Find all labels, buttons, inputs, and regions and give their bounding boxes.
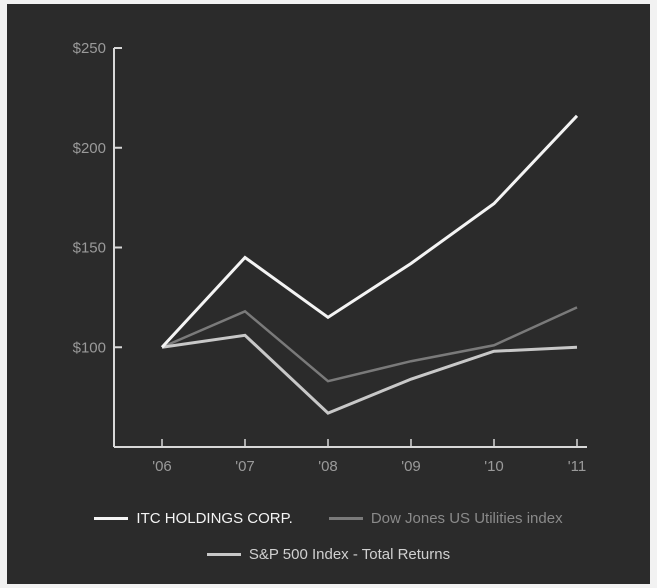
x-tick-label: '07 [235,458,255,474]
y-tick-group: $100 $150 $200 $250 [73,40,122,356]
y-tick-label: $200 [73,140,106,157]
y-tick-label: $150 [73,240,106,257]
legend-row-2: S&P 500 Index - Total Returns [7,546,650,563]
x-tick-label: '06 [152,458,172,474]
x-tick-label: '11 [568,458,586,474]
legend-label-itc: ITC HOLDINGS CORP. [136,510,293,527]
legend-item-itc: ITC HOLDINGS CORP. [94,510,293,527]
legend-label-sp500: S&P 500 Index - Total Returns [248,546,451,563]
legend-swatch-itc [94,517,129,520]
series-line-dow-jones [161,306,578,383]
series-lines [160,114,579,415]
chart-panel: $100 $150 $200 $250 '06 '07 '08 '09 '10 '11 ITC … [7,4,650,584]
legend-item-sp500: S&P 500 Index - Total Returns [206,546,451,563]
x-tick-group: '06 '07 '08 '09 '10 '11 [152,439,586,474]
legend-item-dow-jones: Dow Jones US Utilities index [328,510,563,527]
series-line-itc [160,114,579,349]
legend-swatch-sp500 [206,553,241,556]
x-tick-label: '09 [401,458,421,474]
line-chart: $100 $150 $200 $250 '06 '07 '08 '09 '10 '11 [73,40,587,474]
y-tick-label: $100 [73,339,106,356]
legend-swatch-dow-jones [328,517,363,520]
x-tick-label: '08 [318,458,338,474]
y-tick-label: $250 [73,40,106,57]
legend-row-1: ITC HOLDINGS CORP. Dow Jones US Utilitie… [7,510,650,527]
series-line-sp500 [161,333,578,415]
x-tick-label: '10 [484,458,504,474]
legend-label-dow-jones: Dow Jones US Utilities index [370,510,563,527]
